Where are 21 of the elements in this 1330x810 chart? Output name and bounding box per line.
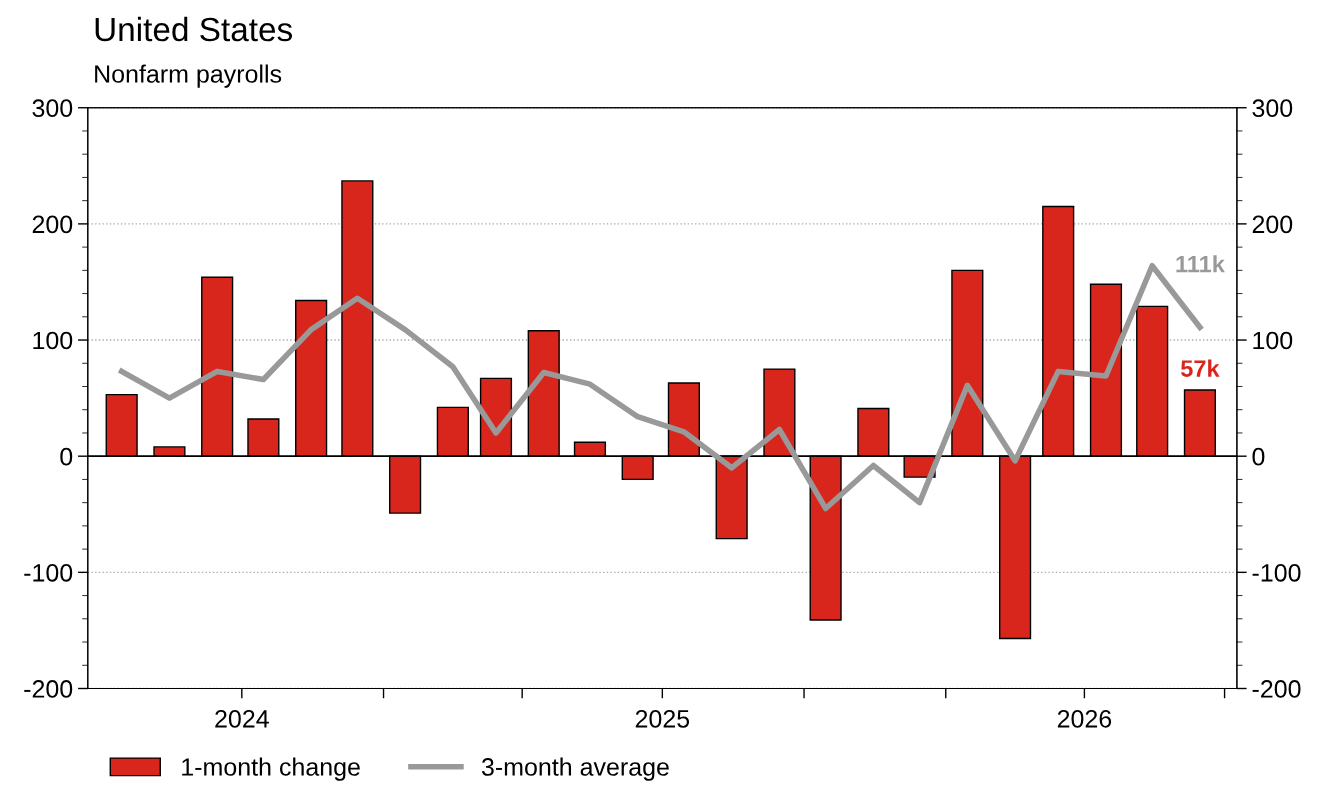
x-tick-label: 2024	[215, 709, 269, 728]
legend-label: 1-month change	[182, 757, 360, 781]
legend-label: 3-month average	[481, 757, 669, 781]
chart-subtitle: Nonfarm payrolls	[95, 64, 282, 88]
y-tick-label: 300	[32, 99, 73, 118]
y-tick-label: 0	[60, 447, 73, 466]
x-tick-label: 2026	[1057, 709, 1112, 728]
y2-tick-label: 0	[1252, 447, 1265, 466]
y2-tick-label: 200	[1252, 215, 1293, 234]
y2-tick-label: -100	[1252, 563, 1301, 582]
annotation: 57k	[1180, 359, 1220, 377]
y2-tick-label: 100	[1253, 331, 1293, 350]
y-tick-label: 100	[33, 331, 73, 350]
y2-tick-label: -200	[1252, 680, 1301, 698]
annotation: 111k	[1176, 255, 1225, 273]
y-tick-label: -200	[24, 680, 73, 698]
y2-tick-label: 300	[1252, 99, 1293, 118]
chart-title: United States	[95, 16, 293, 42]
y-tick-label: -100	[24, 563, 73, 582]
y-tick-label: 200	[32, 215, 73, 234]
x-tick-label: 2025	[635, 709, 690, 728]
